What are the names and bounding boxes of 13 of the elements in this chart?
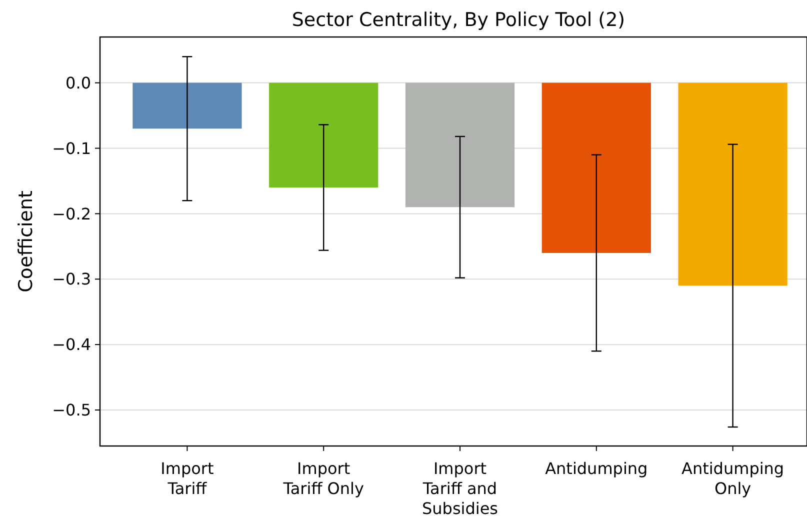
x-tick-label: Import Tariff and Subsidies xyxy=(422,459,498,518)
x-tick-label: Import Tariff xyxy=(160,459,214,498)
y-tick-label: −0.1 xyxy=(52,138,91,158)
x-tick-label: Import Tariff Only xyxy=(282,459,364,498)
x-tick-label: Antidumping Only xyxy=(682,459,784,498)
y-tick-label: −0.3 xyxy=(52,270,91,289)
y-tick-label: 0.0 xyxy=(66,73,91,92)
y-tick-label: −0.2 xyxy=(52,204,91,224)
x-tick-label: Antidumping xyxy=(545,459,648,478)
y-axis-title: Coefficient xyxy=(15,190,37,292)
y-tick-label: −0.5 xyxy=(52,400,91,420)
y-tick-label: −0.4 xyxy=(52,335,91,354)
chart-title: Sector Centrality, By Policy Tool (2) xyxy=(292,9,626,31)
